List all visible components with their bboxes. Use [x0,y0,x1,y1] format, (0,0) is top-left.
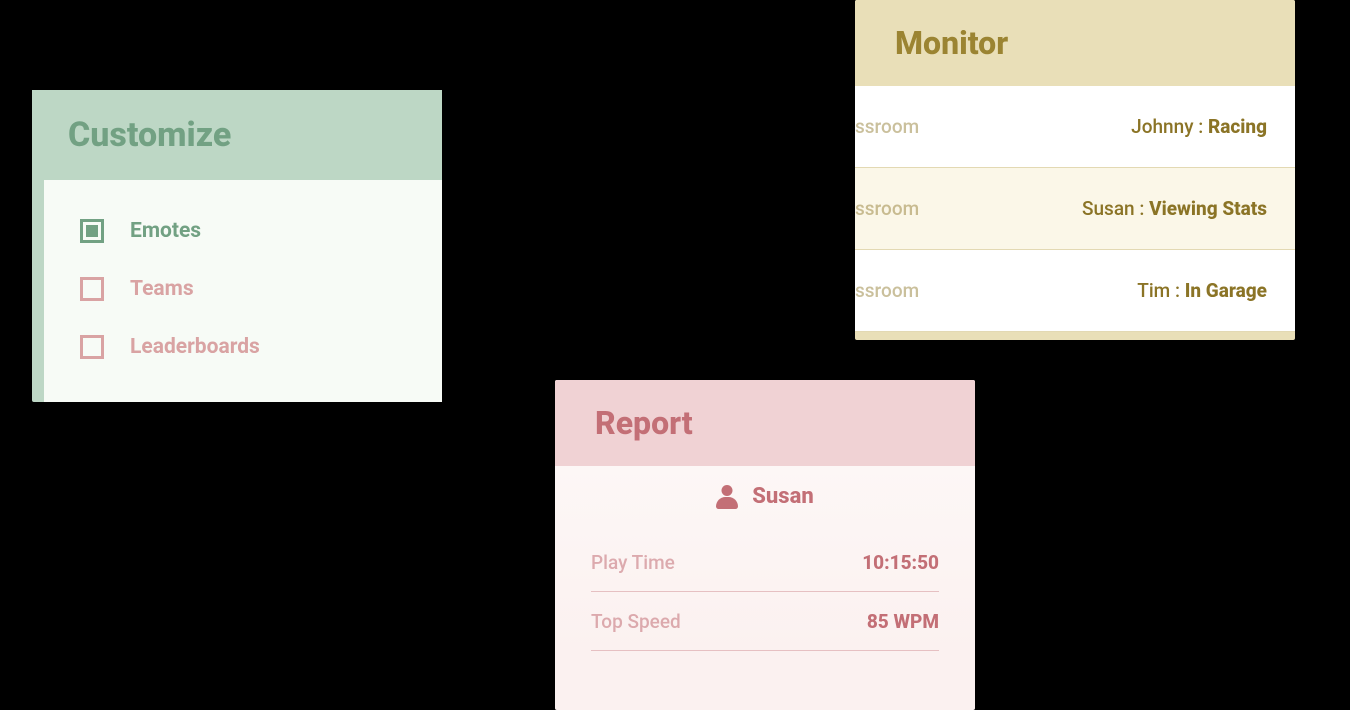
checkbox-label: Emotes [130,219,201,243]
user-icon [716,485,738,509]
monitor-row-status: Susan : Viewing Stats [1082,197,1267,220]
report-user-name: Susan [752,484,813,509]
customize-panel: Customize Emotes Teams Leaderboards [32,90,442,402]
monitor-row-name: Johnny [1131,115,1193,138]
monitor-panel: Monitor ssroom Johnny : Racing ssroom Su… [855,0,1295,340]
customize-option-emotes[interactable]: Emotes [80,202,406,260]
monitor-row-tim[interactable]: ssroom Tim : In Garage [855,250,1295,332]
report-stat-value: 85 WPM [867,610,939,633]
report-header: Report [555,380,975,466]
monitor-header: Monitor [855,0,1295,86]
checkbox-inner [86,341,98,353]
customize-header: Customize [32,90,442,180]
report-stat-topspeed: Top Speed 85 WPM [591,592,939,651]
report-body: Susan Play Time 10:15:50 Top Speed 85 WP… [555,466,975,651]
monitor-row-status: Johnny : Racing [1131,115,1267,138]
monitor-row-status: Tim : In Garage [1137,279,1267,302]
monitor-row-johnny[interactable]: ssroom Johnny : Racing [855,86,1295,168]
report-panel: Report Susan Play Time 10:15:50 Top Spee… [555,380,975,710]
monitor-row-activity: In Garage [1185,279,1267,302]
monitor-row-room: ssroom [855,197,919,220]
monitor-row-activity: Racing [1208,115,1267,138]
monitor-row-room: ssroom [855,279,919,302]
monitor-row-susan[interactable]: ssroom Susan : Viewing Stats [855,168,1295,250]
monitor-row-room: ssroom [855,115,919,138]
customize-option-teams[interactable]: Teams [80,260,406,318]
checkbox-inner [86,225,98,237]
report-stat-label: Play Time [591,551,675,574]
monitor-row-name: Susan [1082,197,1135,220]
checkbox-inner [86,283,98,295]
customize-body: Emotes Teams Leaderboards [44,180,442,402]
customize-option-leaderboards[interactable]: Leaderboards [80,318,406,376]
report-stat-playtime: Play Time 10:15:50 [591,533,939,592]
report-user-row: Susan [591,484,939,509]
checkbox-teams[interactable] [80,277,104,301]
monitor-row-name: Tim [1137,279,1170,302]
checkbox-emotes[interactable] [80,219,104,243]
monitor-row-activity: Viewing Stats [1149,197,1267,220]
report-stat-label: Top Speed [591,610,681,633]
checkbox-leaderboards[interactable] [80,335,104,359]
checkbox-label: Teams [130,277,194,301]
checkbox-label: Leaderboards [130,335,260,359]
report-stat-value: 10:15:50 [862,551,939,574]
